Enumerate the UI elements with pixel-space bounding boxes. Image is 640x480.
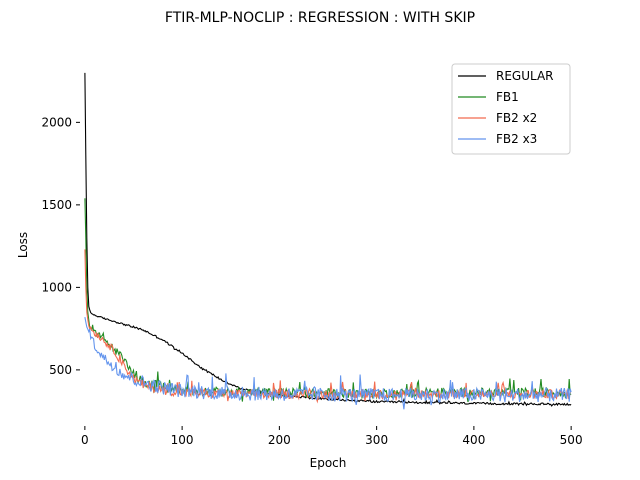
plot-area bbox=[84, 72, 572, 410]
y-tick-label: 1000 bbox=[41, 280, 72, 294]
x-tick-label: 0 bbox=[81, 433, 89, 447]
legend-label: REGULAR bbox=[496, 69, 554, 83]
legend-frame bbox=[451, 63, 571, 155]
x-axis: 0 100 200 300 400 500 bbox=[81, 426, 583, 447]
x-axis-label: Epoch bbox=[310, 456, 347, 470]
y-tick-label: 2000 bbox=[41, 115, 72, 129]
legend-label: FB2 x3 bbox=[496, 132, 537, 146]
y-tick-label: 1500 bbox=[41, 198, 72, 212]
y-tick-label: 500 bbox=[49, 363, 72, 377]
chart-title: FTIR-MLP-NOCLIP : REGRESSION : WITH SKIP bbox=[165, 10, 475, 26]
x-tick-label: 200 bbox=[268, 433, 291, 447]
x-tick-label: 400 bbox=[462, 433, 485, 447]
y-axis: 500 1000 1500 2000 bbox=[41, 115, 80, 377]
y-axis-label: Loss bbox=[16, 232, 30, 258]
x-tick-label: 500 bbox=[560, 433, 583, 447]
series-line-fb2-x3 bbox=[84, 317, 572, 410]
legend-label: FB1 bbox=[496, 90, 519, 104]
series-line-regular bbox=[84, 72, 572, 407]
x-tick-label: 300 bbox=[365, 433, 388, 447]
legend: REGULAR FB1 FB2 x2 FB2 x3 bbox=[451, 63, 571, 155]
legend-label: FB2 x2 bbox=[496, 111, 537, 125]
series-line-fb1 bbox=[84, 198, 572, 403]
x-tick-label: 100 bbox=[171, 433, 194, 447]
